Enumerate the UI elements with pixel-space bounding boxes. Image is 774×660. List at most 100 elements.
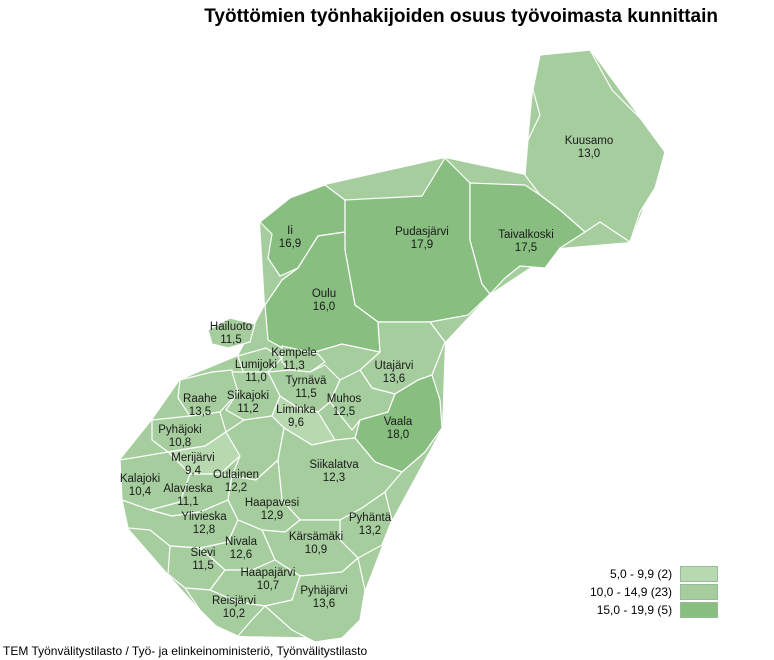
label-kempele: Kempele 11,3 (271, 347, 316, 372)
label-tyrnava: Tyrnävä 11,5 (286, 375, 328, 400)
region-taivalkoski (469, 182, 586, 295)
label-ii: Ii 16,9 (279, 225, 301, 250)
label-value: 13,2 (359, 525, 381, 537)
region-kuusamo (524, 49, 666, 243)
label-siikajoki: Siikajoki 11,2 (227, 390, 269, 415)
label-value: 11,5 (192, 560, 214, 572)
label-merijarvi: Merijärvi 9,4 (171, 452, 214, 477)
label-name: Merijärvi (171, 452, 214, 464)
map-title: Työttömien työnhakijoiden osuus työvoima… (204, 6, 718, 27)
region-labels: Kuusamo 13,0 Ii 16,9 Pudasjärvi 17,9 Taivalkos… (120, 135, 613, 620)
label-name: Nivala (225, 536, 258, 548)
label-name: Oulainen (213, 469, 259, 481)
label-name: Raahe (183, 393, 217, 405)
label-name: Hailuoto (210, 321, 252, 333)
label-name: Tyrnävä (286, 375, 328, 387)
source-note: TEM Työnvälitystilasto / Työ- ja elinkei… (3, 644, 368, 658)
label-name: Kuusamo (565, 135, 614, 147)
label-name: Muhos (327, 393, 362, 405)
legend-row: 10,0 - 14,9 (23) (590, 583, 719, 601)
label-name: Pyhäjoki (158, 424, 201, 436)
label-name: Kempele (271, 347, 316, 359)
label-value: 11,5 (295, 388, 317, 400)
label-value: 12,8 (193, 524, 215, 536)
label-value: 12,5 (333, 406, 355, 418)
label-value: 9,6 (288, 417, 304, 429)
label-utajarvi: Utajärvi 13,6 (375, 360, 414, 385)
label-name: Reisjärvi (212, 595, 256, 607)
label-haapajarvi: Haapajärvi 10,7 (241, 567, 296, 592)
label-name: Utajärvi (375, 360, 414, 372)
label-reisjarvi: Reisjärvi 10,2 (212, 595, 256, 620)
label-oulu: Oulu 16,0 (312, 288, 336, 313)
label-taivalkoski: Taivalkoski 17,5 (498, 229, 554, 254)
label-value: 11,1 (177, 496, 199, 508)
label-name: Ylivieska (181, 511, 227, 523)
label-value: 13,5 (189, 406, 211, 418)
label-ylivieska: Ylivieska 12,8 (181, 511, 227, 536)
legend: 5,0 - 9,9 (2) 10,0 - 14,9 (23) 15,0 - 19,9… (590, 565, 719, 619)
label-vaala: Vaala 18,0 (384, 416, 413, 441)
label-name: Haapajärvi (241, 567, 296, 579)
label-value: 17,5 (515, 242, 537, 254)
label-value: 12,9 (261, 510, 283, 522)
label-oulainen: Oulainen 12,2 (213, 469, 259, 494)
region-shapes (119, 49, 666, 643)
label-pyhajoki: Pyhäjoki 10,8 (158, 424, 201, 449)
label-name: Sievi (191, 547, 216, 559)
legend-swatch (680, 602, 719, 618)
legend-label: 5,0 - 9,9 (2) (610, 567, 673, 581)
legend-label: 15,0 - 19,9 (5) (596, 603, 673, 617)
region-reisjarvi (184, 587, 266, 637)
label-value: 16,9 (279, 238, 301, 250)
label-value: 18,0 (387, 429, 409, 441)
label-value: 17,9 (411, 239, 433, 251)
label-nivala: Nivala 12,6 (225, 536, 258, 561)
label-value: 11,0 (245, 372, 267, 384)
label-name: Vaala (384, 416, 413, 428)
label-name: Pudasjärvi (395, 226, 449, 238)
region-kempele (281, 345, 326, 373)
label-value: 10,9 (305, 544, 327, 556)
label-value: 13,0 (578, 148, 600, 160)
label-haapavesi: Haapavesi 12,9 (245, 497, 299, 522)
label-name: Pyhäjärvi (300, 585, 347, 597)
label-name: Pyhäntä (349, 512, 392, 524)
label-raahe: Raahe 13,5 (183, 393, 217, 418)
label-pudasjarvi: Pudasjärvi 17,9 (395, 226, 449, 251)
region-raahe (177, 369, 239, 417)
label-liminka: Liminka 9,6 (276, 404, 316, 429)
label-pyhanta: Pyhäntä 13,2 (349, 512, 392, 537)
label-name: Haapavesi (245, 497, 299, 509)
label-muhos: Muhos 12,5 (327, 393, 362, 418)
label-value: 10,4 (129, 486, 152, 498)
label-pyhajarvi: Pyhäjärvi 13,6 (300, 585, 347, 610)
label-name: Kärsämäki (289, 531, 343, 543)
label-name: Ii (287, 225, 293, 237)
label-siikalatva: Siikalatva 12,3 (309, 459, 359, 484)
label-value: 11,3 (283, 360, 305, 372)
label-value: 9,4 (185, 465, 202, 477)
label-hailuoto: Hailuoto 11,5 (210, 321, 252, 346)
label-kalajoki: Kalajoki 10,4 (120, 473, 160, 498)
label-value: 11,5 (220, 334, 242, 346)
label-name: Alavieska (163, 483, 213, 495)
label-name: Liminka (276, 404, 316, 416)
label-karsamaki: Kärsämäki 10,9 (289, 531, 343, 556)
legend-swatch (680, 584, 719, 600)
label-alavieska: Alavieska 11,1 (163, 483, 213, 508)
label-kuusamo: Kuusamo 13,0 (565, 135, 614, 160)
legend-row: 15,0 - 19,9 (5) (590, 601, 719, 619)
label-value: 10,2 (223, 608, 245, 620)
label-value: 16,0 (313, 301, 335, 313)
label-value: 12,3 (323, 472, 345, 484)
region-hailuoto (207, 317, 256, 349)
label-sievi: Sievi 11,5 (191, 547, 216, 572)
label-value: 11,2 (237, 403, 259, 415)
label-value: 12,2 (225, 482, 247, 494)
label-value: 10,8 (169, 437, 191, 449)
legend-swatch (680, 566, 719, 582)
label-name: Siikajoki (227, 390, 269, 402)
label-name: Taivalkoski (498, 229, 554, 241)
